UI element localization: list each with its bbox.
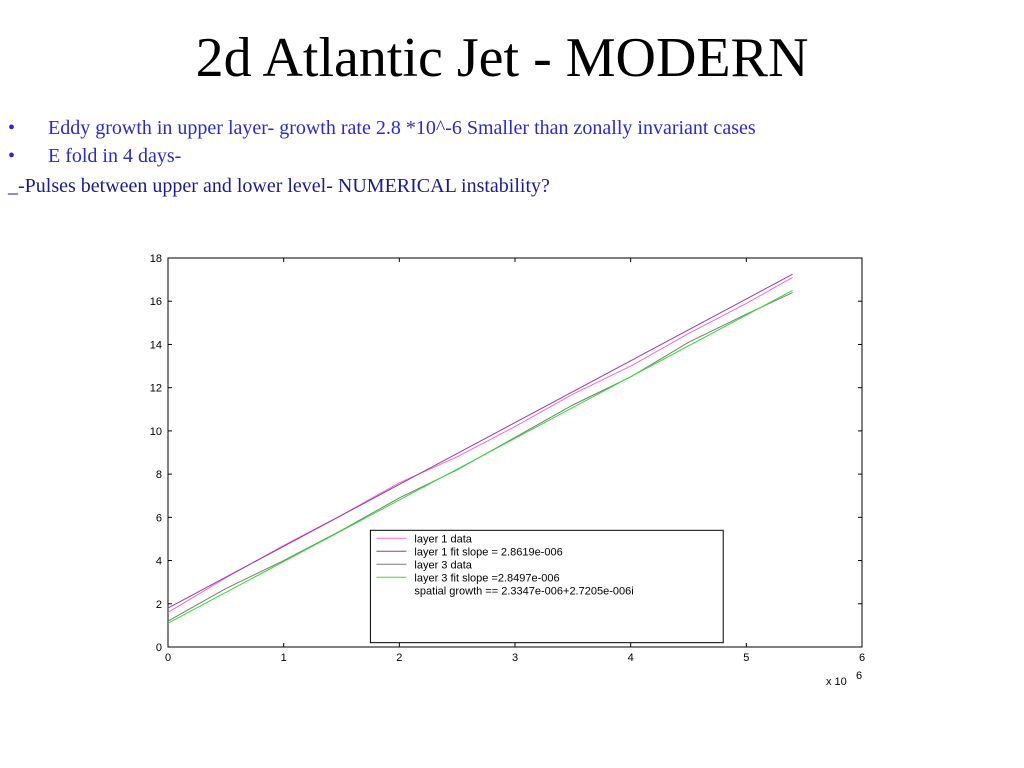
x-multiplier-label: x 10 [826, 676, 847, 688]
y-tick-label: 10 [150, 426, 162, 438]
y-tick-label: 6 [156, 512, 162, 524]
y-tick-label: 16 [150, 296, 162, 308]
y-tick-label: 12 [150, 383, 162, 395]
x-tick-label: 6 [859, 652, 865, 664]
plain-line: _-Pulses between upper and lower level- … [8, 172, 1018, 200]
bullet-item: • E fold in 4 days- [8, 142, 1018, 172]
x-tick-label: 1 [281, 652, 287, 664]
legend-label: spatial growth == 2.3347e-006+2.7205e-00… [414, 585, 633, 597]
x-tick-label: 3 [512, 652, 518, 664]
x-tick-label: 4 [628, 652, 634, 664]
bullet-marker: • [8, 145, 16, 167]
series-line-1 [167, 276, 793, 613]
bullet-item: • Eddy growth in upper layer- growth rat… [8, 114, 1018, 142]
plain-line-text: _-Pulses between upper and lower level- … [8, 175, 550, 197]
y-tick-label: 8 [156, 469, 162, 481]
series-line-2 [167, 273, 793, 609]
x-multiplier-exponent: 6 [856, 670, 862, 682]
bullet-marker: • [8, 117, 16, 139]
x-tick-label: 2 [396, 652, 402, 664]
y-tick-label: 18 [150, 253, 162, 265]
legend-label: layer 1 fit slope = 2.8619e-006 [414, 546, 562, 558]
bullet-text: Eddy growth in upper layer- growth rate … [48, 117, 756, 139]
chart-series [167, 273, 793, 624]
legend-label: layer 3 data [414, 559, 472, 571]
bullet-list: • Eddy growth in upper layer- growth rat… [8, 114, 1018, 200]
y-tick-label: 4 [156, 556, 162, 568]
bullet-text: E fold in 4 days- [48, 145, 182, 167]
y-tick-label: 14 [150, 339, 162, 351]
series-line-4 [167, 289, 793, 624]
legend-box [369, 529, 724, 644]
y-tick-label: 0 [156, 642, 162, 654]
legend-label: layer 3 fit slope =2.8497e-006 [414, 572, 559, 584]
legend-label: layer 1 data [414, 533, 472, 545]
y-tick-label: 2 [156, 599, 162, 611]
x-tick-label: 5 [743, 652, 749, 664]
x-tick-label: 0 [165, 652, 171, 664]
slide-title: 2d Atlantic Jet - MODERN [195, 27, 809, 89]
